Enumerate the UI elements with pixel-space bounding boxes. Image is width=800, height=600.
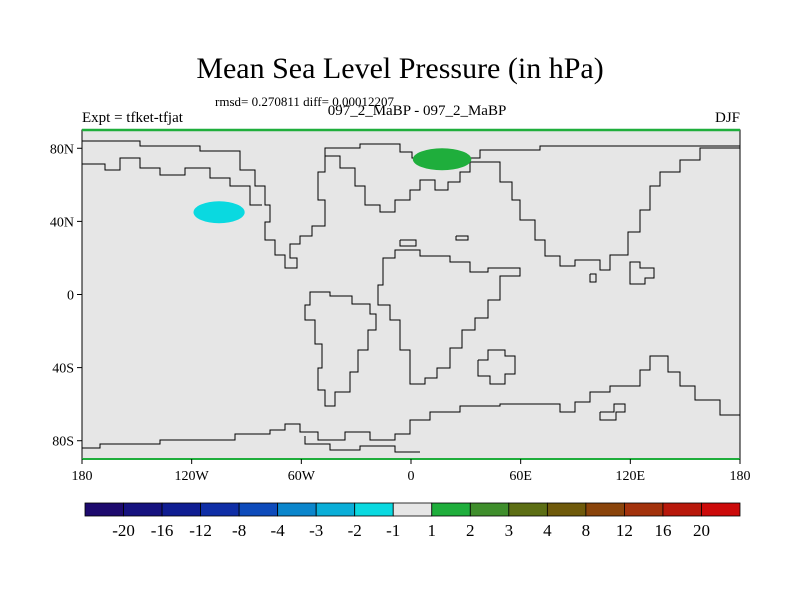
x-tick-label: 180	[730, 469, 751, 484]
coastline-path	[399, 239, 417, 247]
colorbar-box	[238, 502, 279, 517]
anomaly-feature	[412, 148, 472, 171]
colorbar-box	[277, 502, 317, 517]
coastline-path	[629, 261, 655, 285]
colorbar-box	[392, 502, 433, 517]
colorbar-label: 1	[428, 521, 437, 540]
coastline-path	[455, 235, 469, 241]
colorbar-box	[624, 502, 664, 517]
x-tick-label: 60E	[509, 469, 532, 484]
coastline-path	[82, 355, 740, 449]
colorbar-label: 8	[582, 521, 591, 540]
coastline-path	[589, 273, 597, 283]
x-tick-label: 120E	[616, 469, 646, 484]
colorbar-label: -8	[232, 521, 246, 540]
colorbar-box	[508, 502, 548, 517]
coastline-path	[477, 349, 516, 385]
x-tick-label: 60W	[288, 469, 316, 484]
y-tick-label: 80N	[50, 142, 74, 157]
colorbar-label: -3	[309, 521, 323, 540]
colorbar-box	[546, 502, 587, 517]
colorbar-label: 16	[654, 521, 671, 540]
x-tick-label: 180	[72, 469, 93, 484]
colorbar-label: 20	[693, 521, 710, 540]
colorbar-box	[354, 502, 394, 517]
colorbar-box	[161, 502, 201, 517]
coastline-path	[82, 157, 262, 206]
coastline-path	[82, 140, 740, 271]
y-tick-label: 80S	[52, 435, 74, 450]
stats-text: rmsd= 0.270811 diff= 0.00012207	[215, 94, 394, 109]
colorbar-box	[469, 502, 510, 517]
y-tick-label: 40S	[52, 362, 74, 377]
coastline-path	[324, 143, 740, 168]
colorbar-box	[200, 502, 240, 517]
y-tick-label: 40N	[50, 215, 74, 230]
coastline-path	[377, 249, 521, 385]
colorbar-box	[585, 502, 625, 517]
coastlines	[82, 140, 740, 453]
map-background	[82, 130, 740, 459]
colorbar-box	[123, 502, 163, 517]
colorbar-box	[315, 502, 356, 517]
colorbar-label: 3	[505, 521, 514, 540]
experiment-label: Expt = tfket-tfjat	[82, 110, 183, 126]
coastline-path	[599, 403, 626, 421]
coastline-path	[304, 436, 420, 453]
season-label: DJF	[714, 110, 740, 126]
colorbar-label: -2	[348, 521, 362, 540]
colorbar-label: 2	[466, 521, 475, 540]
colorbar-label: -16	[151, 521, 174, 540]
colorbar-box	[701, 502, 741, 517]
colorbar-label: 12	[616, 521, 633, 540]
colorbar-box	[84, 502, 124, 517]
coastline-path	[304, 291, 377, 407]
colorbar-label: -4	[271, 521, 286, 540]
experiment-name: 097_2_MaBP - 097_2_MaBP	[327, 103, 507, 119]
colorbar-box	[431, 502, 471, 517]
x-tick-label: 0	[408, 469, 415, 484]
chart-title: Mean Sea Level Pressure (in hPa)	[196, 52, 604, 85]
y-tick-label: 0	[67, 289, 74, 304]
colorbar-box	[662, 502, 702, 517]
colorbar-label: -12	[189, 521, 212, 540]
colorbar-label: -20	[112, 521, 135, 540]
colorbar-label: -1	[386, 521, 400, 540]
x-tick-label: 120W	[175, 469, 210, 484]
anomaly-feature	[193, 201, 245, 224]
colorbar-label: 4	[543, 521, 552, 540]
